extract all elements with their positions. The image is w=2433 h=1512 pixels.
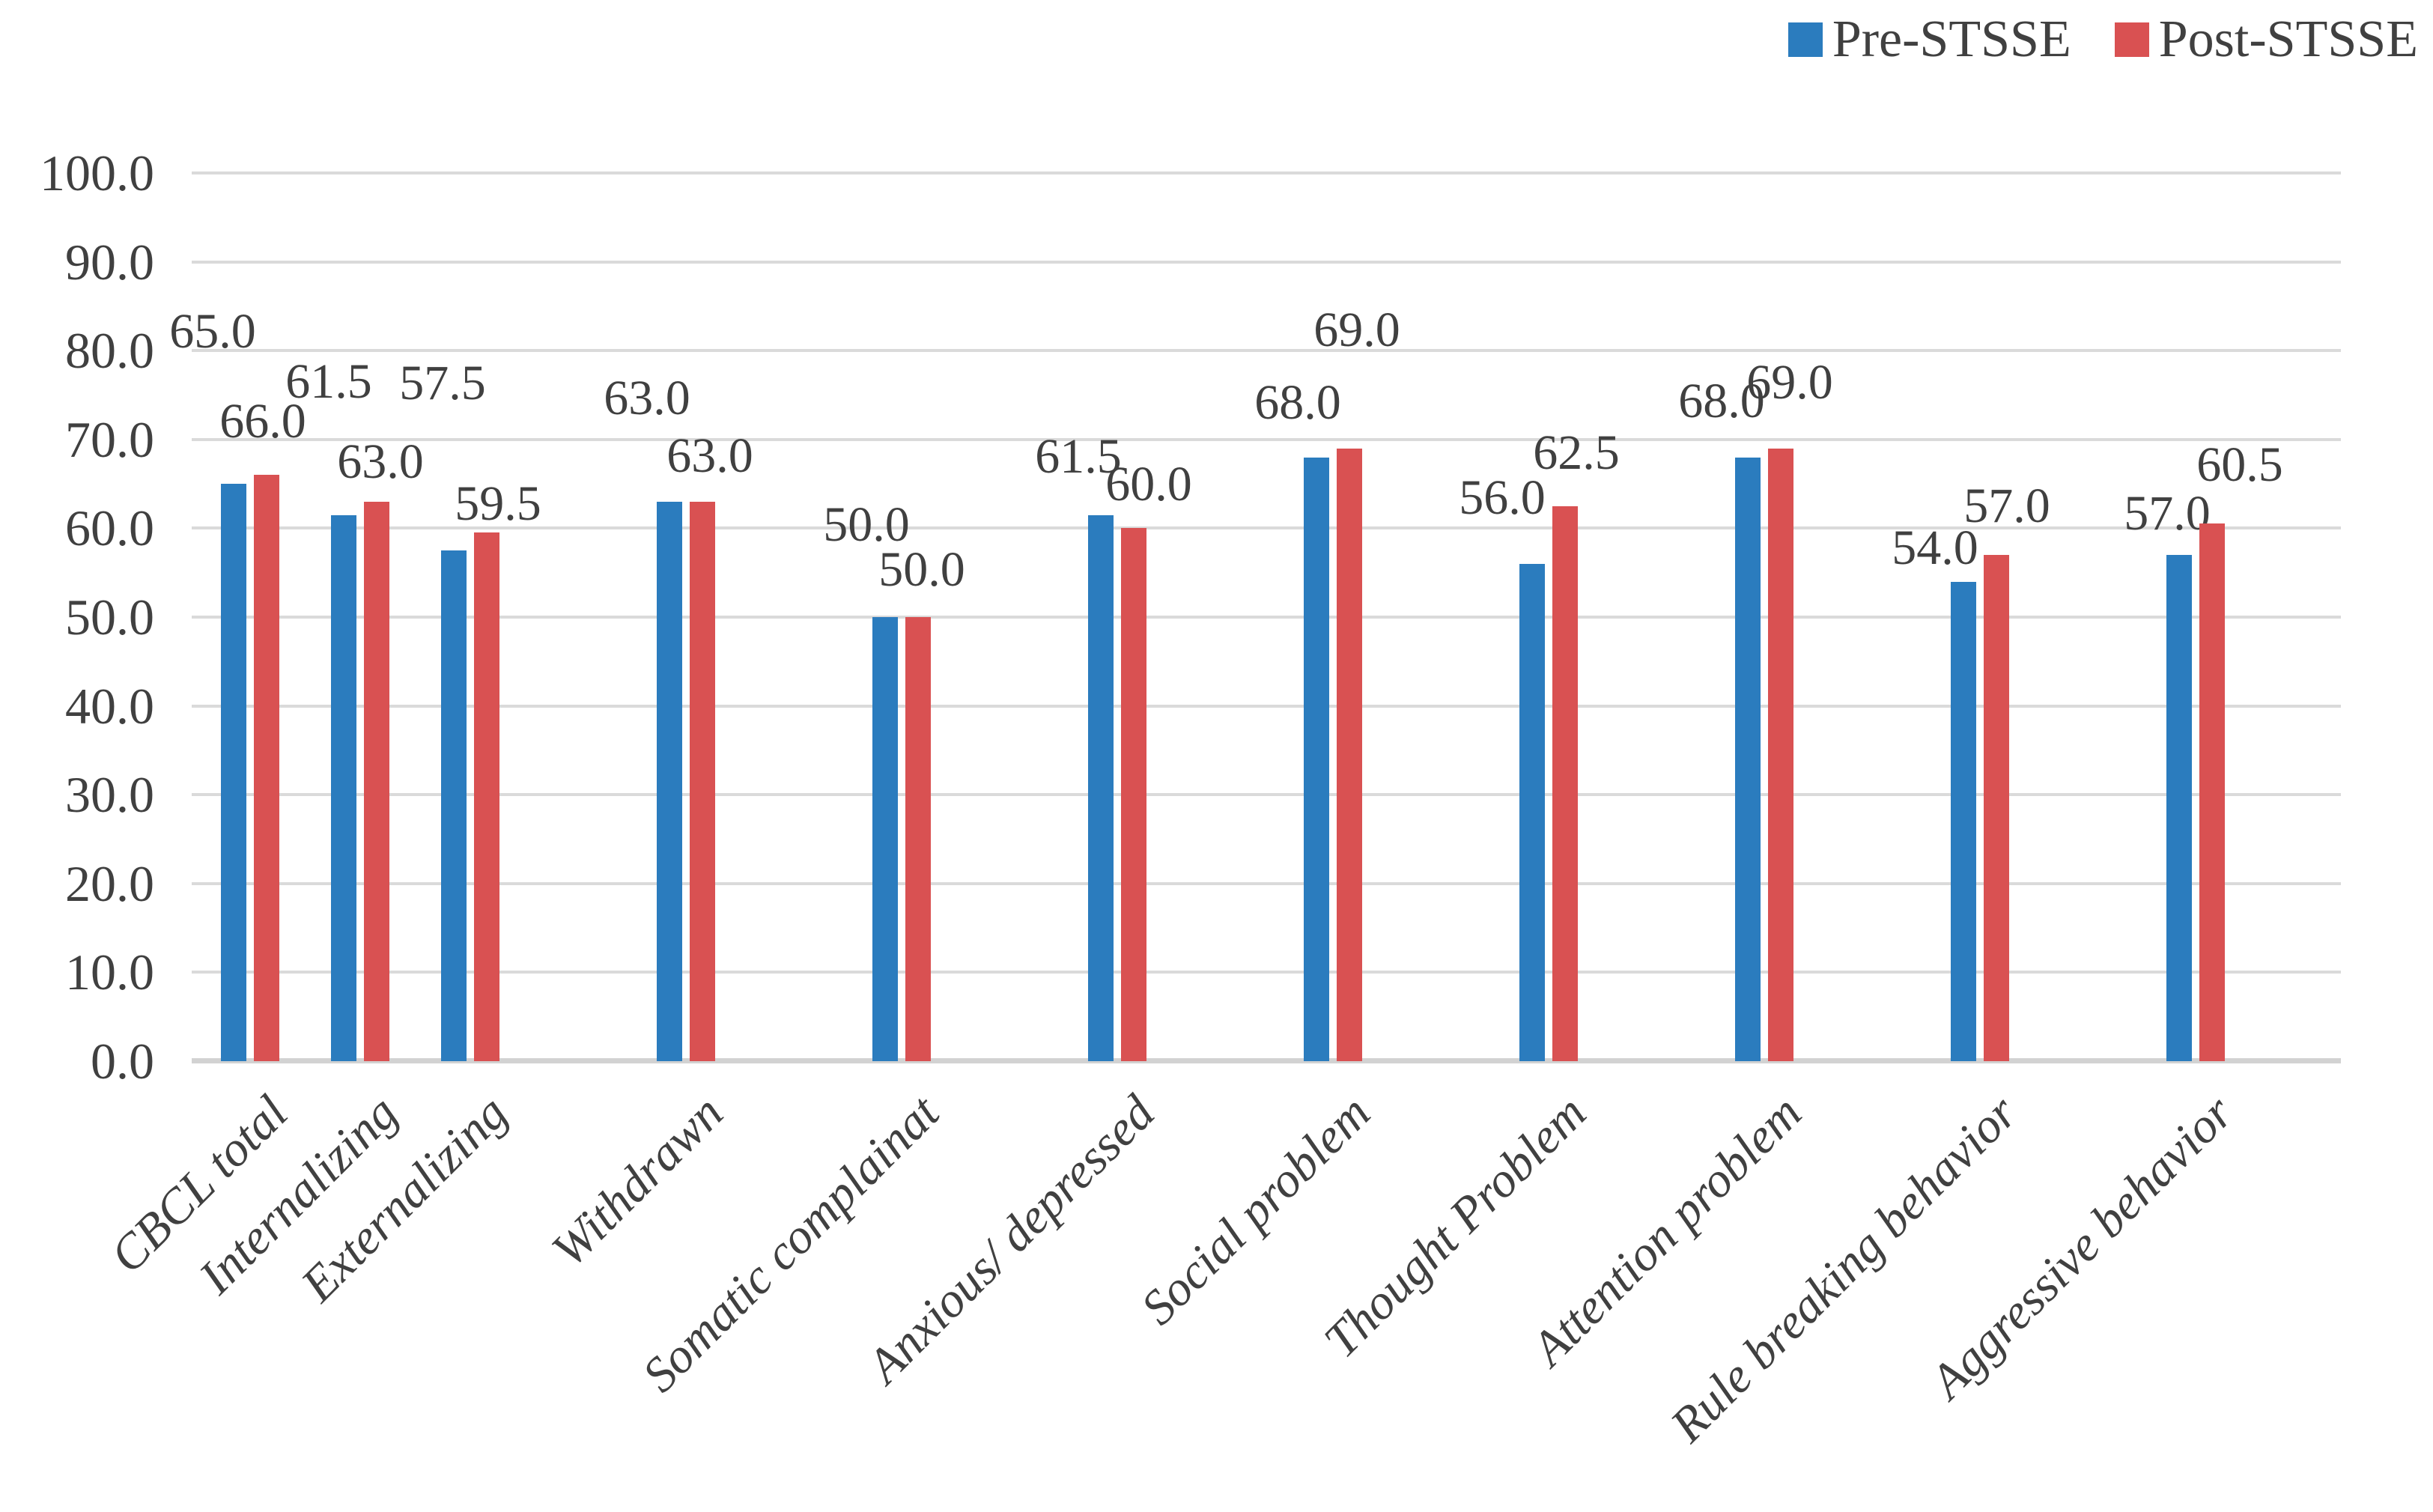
y-axis-label-70.0: 70.0	[65, 410, 154, 468]
value-label-pre-stsse-externalizing: 57.5	[399, 356, 486, 411]
x-axis-category-labels: CBCL total Internalizing Externalizing With…	[100, 1085, 2341, 1507]
x-axis-label-withdrawn: Withdrawn	[541, 1085, 734, 1278]
legend-swatch-pre	[1787, 22, 1823, 57]
gridline-40	[192, 704, 2341, 708]
bar-post-stsse-aggressive-behavior	[2199, 523, 2225, 1061]
bar-post-stsse-anxious-depressed	[1121, 528, 1146, 1061]
bar-pre-stsse-internalizing	[331, 514, 356, 1061]
bar-post-stsse-internalizing	[364, 501, 389, 1061]
value-label-post-stsse-cbcl-total: 66.0	[219, 394, 306, 449]
y-axis-label-50.0: 50.0	[65, 589, 154, 646]
y-axis-tick-labels: 0.0 10.0 20.0 30.0 40.0 50.0 60.0 70.0 80.0 90.0 1…	[0, 148, 154, 1087]
gridline-90	[192, 260, 2341, 264]
value-label-pre-stsse-aggressive-behavior: 57.0	[2124, 485, 2211, 541]
y-axis-label-40.0: 40.0	[65, 677, 154, 735]
bar-post-stsse-cbcl-total	[254, 475, 279, 1061]
bar-pre-stsse-attention-problem	[1735, 457, 1761, 1061]
value-label-post-stsse-rule-breaking-behavior: 57.0	[1963, 478, 2050, 533]
gridline-60	[192, 526, 2341, 530]
value-label-pre-stsse-withdrawn: 63.0	[604, 370, 690, 425]
bar-pre-stsse-externalizing	[441, 550, 467, 1061]
value-label-pre-stsse-somatic-complainat: 50.0	[823, 497, 910, 552]
value-label-post-stsse-aggressive-behavior: 60.5	[2196, 437, 2283, 493]
legend-label-post: Post-STSSE	[2158, 10, 2418, 68]
bar-pre-stsse-cbcl-total	[221, 484, 246, 1061]
value-label-post-stsse-attention-problem: 69.0	[1746, 354, 1833, 410]
bar-post-stsse-externalizing	[474, 532, 499, 1061]
y-axis-label-100.0: 100.0	[40, 145, 154, 201]
x-axis-label-social-problem: Social problem	[1131, 1085, 1381, 1335]
bar-post-stsse-thought-problem	[1552, 505, 1578, 1061]
gridline-20	[192, 881, 2341, 885]
bar-pre-stsse-thought-problem	[1519, 563, 1545, 1061]
y-axis-label-20.0: 20.0	[65, 854, 154, 912]
value-label-pre-stsse-attention-problem: 68.0	[1678, 373, 1765, 428]
chart-legend: Pre-STSSE Post-STSSE	[1787, 10, 2418, 68]
bar-pre-stsse-withdrawn	[657, 501, 682, 1061]
bar-pre-stsse-anxious-depressed	[1088, 514, 1114, 1061]
legend-swatch-post	[2114, 22, 2149, 57]
plot-area: 65.0 66.0 61.5 63.0 57.5 59.5 63.0 63.0 50.0 50.0…	[169, 171, 2341, 1063]
y-axis-label-80.0: 80.0	[65, 322, 154, 380]
value-label-pre-stsse-anxious-depressed: 61.5	[1035, 428, 1122, 484]
gridline-100	[192, 171, 2341, 174]
value-label-post-stsse-anxious-depressed: 60.0	[1105, 457, 1192, 512]
bar-pre-stsse-social-problem	[1304, 457, 1329, 1061]
x-axis-line	[192, 1058, 2341, 1063]
gridline-30	[192, 793, 2341, 797]
value-label-post-stsse-externalizing: 59.5	[455, 476, 541, 532]
bar-pre-stsse-somatic-complainat	[872, 617, 898, 1061]
value-label-post-stsse-social-problem: 69.0	[1313, 302, 1400, 357]
bar-post-stsse-withdrawn	[690, 501, 715, 1061]
bar-post-stsse-social-problem	[1337, 448, 1362, 1061]
value-label-post-stsse-internalizing: 63.0	[337, 434, 424, 489]
value-label-pre-stsse-social-problem: 68.0	[1254, 374, 1341, 430]
y-axis-label-10.0: 10.0	[65, 944, 154, 1001]
gridline-80	[192, 349, 2341, 353]
value-label-post-stsse-somatic-complainat: 50.0	[878, 542, 965, 597]
bar-post-stsse-somatic-complainat	[905, 617, 931, 1061]
gridline-50	[192, 616, 2341, 619]
value-label-post-stsse-withdrawn: 63.0	[666, 428, 753, 483]
bar-post-stsse-rule-breaking-behavior	[1984, 554, 2009, 1061]
legend-item-pre-stsse: Pre-STSSE	[1787, 10, 2071, 68]
gridline-10	[192, 971, 2341, 974]
bar-post-stsse-attention-problem	[1768, 448, 1793, 1061]
bar-pre-stsse-rule-breaking-behavior	[1951, 581, 1976, 1061]
y-axis-label-60.0: 60.0	[65, 500, 154, 557]
y-axis-label-90.0: 90.0	[65, 233, 154, 291]
value-label-post-stsse-thought-problem: 62.5	[1533, 425, 1620, 480]
value-label-pre-stsse-cbcl-total: 65.0	[169, 304, 256, 359]
value-label-pre-stsse-internalizing: 61.5	[285, 353, 372, 409]
value-label-pre-stsse-thought-problem: 56.0	[1459, 470, 1546, 525]
value-label-pre-stsse-rule-breaking-behavior: 54.0	[1892, 520, 1978, 575]
legend-item-post-stsse: Post-STSSE	[2114, 10, 2418, 68]
gridline-70	[192, 437, 2341, 441]
y-axis-label-30.0: 30.0	[65, 766, 154, 824]
legend-label-pre: Pre-STSSE	[1832, 10, 2071, 68]
y-axis-label-0.0: 0.0	[91, 1033, 154, 1090]
bar-pre-stsse-aggressive-behavior	[2166, 554, 2192, 1061]
